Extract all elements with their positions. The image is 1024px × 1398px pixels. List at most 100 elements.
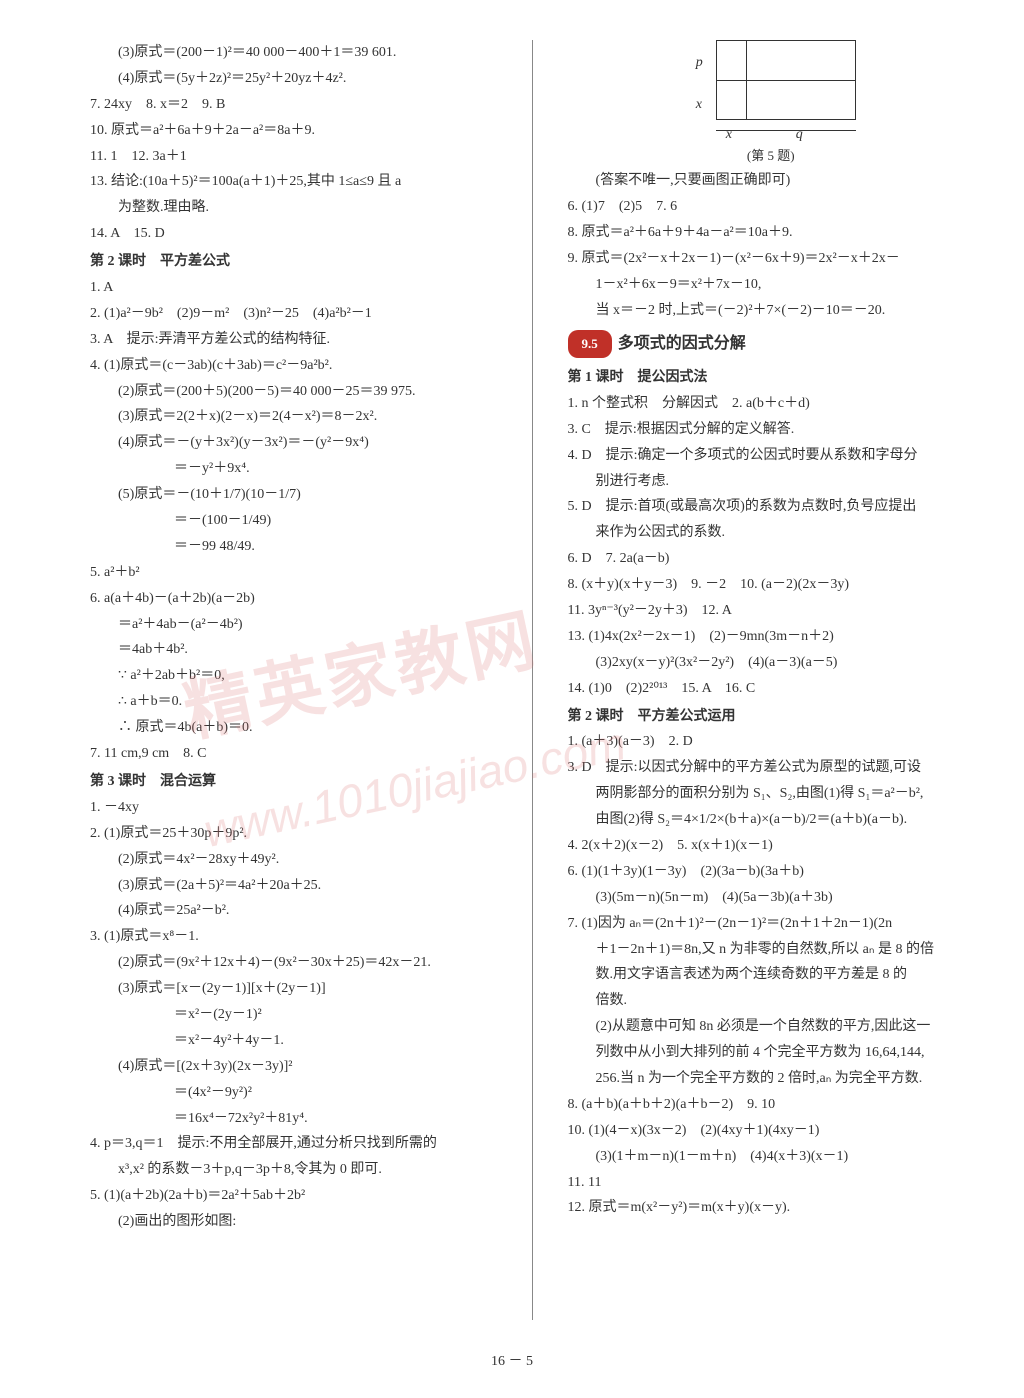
text-line: (2)原式＝(200＋5)(200－5)＝40 000－25＝39 975.	[90, 379, 497, 405]
text-line: (2)画出的图形如图:	[90, 1209, 497, 1235]
text-line: 5. a²＋b²	[90, 560, 497, 586]
text-line: ＝－y²＋9x⁴.	[90, 456, 497, 482]
text-line: 列数中从小到大排列的前 4 个完全平方数为 16,64,144,	[568, 1040, 975, 1066]
text-line: 14. A 15. D	[90, 221, 497, 247]
text-line: (答案不唯一,只要画图正确即可)	[568, 168, 975, 194]
text-line: (3)(1＋m－n)(1－m＋n) (4)4(x＋3)(x－1)	[568, 1144, 975, 1170]
text-line: 当 x＝－2 时,上式＝(－2)²＋7×(－2)－10＝－20.	[568, 298, 975, 324]
text-line: 11. 3yⁿ⁻³(y²－2y＋3) 12. A	[568, 598, 975, 624]
text-line: 来作为公因式的系数.	[568, 520, 975, 546]
text-line: 6. D 7. 2a(a－b)	[568, 546, 975, 572]
text-line: ＋1－2n＋1)＝8n,又 n 为非零的自然数,所以 aₙ 是 8 的倍	[568, 937, 975, 963]
page-number: 16 － 5	[0, 1350, 1024, 1370]
text-line: 7. (1)因为 aₙ＝(2n＋1)²－(2n－1)²＝(2n＋1＋2n－1)(…	[568, 911, 975, 937]
diagram-label-x2: x	[726, 122, 732, 148]
text-line: 1. －4xy	[90, 795, 497, 821]
diagram-label-x1: x	[696, 92, 702, 118]
text-line: (4)原式＝－(y＋3x²)(y－3x²)＝－(y²－9x⁴)	[90, 430, 497, 456]
text-line: 5. D 提示:首项(或最高次项)的系数为点数时,负号应提出	[568, 494, 975, 520]
text-line: ∴ 原式＝4b(a＋b)＝0.	[90, 715, 497, 741]
text-line: 3. A 提示:弄清平方差公式的结构特征.	[90, 327, 497, 353]
text-line: 8. (x＋y)(x＋y－3) 9. －2 10. (a－2)(2x－3y)	[568, 572, 975, 598]
left-column: (3)原式＝(200－1)²＝40 000－400＋1＝39 601.(4)原式…	[90, 40, 497, 1320]
text-line: (3)原式＝(200－1)²＝40 000－400＋1＝39 601.	[90, 40, 497, 66]
text-line: (2)从题意中可知 8n 必须是一个自然数的平方,因此这一	[568, 1014, 975, 1040]
text-line: ＝x²－(2y－1)²	[90, 1002, 497, 1028]
text-line: x³,x² 的系数－3＋p,q－3p＋8,令其为 0 即可.	[90, 1157, 497, 1183]
text-line: 5. (1)(a＋2b)(2a＋b)＝2a²＋5ab＋2b²	[90, 1183, 497, 1209]
text-line: 3. C 提示:根据因式分解的定义解答.	[568, 417, 975, 443]
text-line: 倍数.	[568, 988, 975, 1014]
text-line: 9. 原式＝(2x²－x＋2x－1)－(x²－6x＋9)＝2x²－x＋2x－	[568, 246, 975, 272]
text-line: 4. (1)原式＝(c－3ab)(c＋3ab)＝c²－9a²b².	[90, 353, 497, 379]
text-line: 13. 结论:(10a＋5)²＝100a(a＋1)＋25,其中 1≤a≤9 且 …	[90, 169, 497, 195]
text-line: ＝－99 48/49.	[90, 534, 497, 560]
text-line: 6. (1)7 (2)5 7. 6	[568, 194, 975, 220]
text-line: (4)原式＝25a²－b².	[90, 898, 497, 924]
text-line: (3)(5m－n)(5n－m) (4)(5a－3b)(a＋3b)	[568, 885, 975, 911]
content-columns: (3)原式＝(200－1)²＝40 000－400＋1＝39 601.(4)原式…	[90, 40, 974, 1320]
text-line: 4. D 提示:确定一个多项式的公因式时要从系数和字母分	[568, 443, 975, 469]
text-line: (2)原式＝(9x²＋12x＋4)－(9x²－30x＋25)＝42x－21.	[90, 950, 497, 976]
text-line: ＝a²＋4ab－(a²－4b²)	[90, 612, 497, 638]
text-line: 1－x²＋6x－9＝x²＋7x－10,	[568, 272, 975, 298]
text-line: 1. n 个整式积 分解因式 2. a(b＋c＋d)	[568, 391, 975, 417]
diagram-arrow-left	[716, 130, 746, 131]
text-line: 为整数.理由略.	[90, 195, 497, 221]
section-title-text: 多项式的因式分解	[618, 335, 746, 352]
text-line: (4)原式＝[(2x＋3y)(2x－3y)]²	[90, 1054, 497, 1080]
section-badge-title: 9.5 多项式的因式分解	[568, 329, 975, 359]
text-line: ＝4ab＋4b².	[90, 637, 497, 663]
figure-5-caption: (第 5 题)	[568, 144, 975, 168]
diagram-label-p: p	[696, 50, 703, 76]
text-line: (3)原式＝(2a＋5)²＝4a²＋20a＋25.	[90, 873, 497, 899]
right-column: p x x q (第 5 题) (答案不唯一,只要画图正确即可)6. (1)7 …	[568, 40, 975, 1320]
text-line: ∵ a²＋2ab＋b²＝0,	[90, 663, 497, 689]
text-line: 2. (1)原式＝25＋30p＋9p².	[90, 821, 497, 847]
text-line: 3. D 提示:以因式分解中的平方差公式为原型的试题,可设	[568, 755, 975, 781]
diagram-hline	[716, 80, 856, 81]
text-line: 第 2 课时 平方差公式	[90, 249, 497, 275]
text-line: 10. 原式＝a²＋6a＋9＋2a－a²＝8a＋9.	[90, 118, 497, 144]
text-line: (3)原式＝[x－(2y－1)][x＋(2y－1)]	[90, 976, 497, 1002]
text-line: ＝(4x²－9y²)²	[90, 1080, 497, 1106]
text-line: 1. (a＋3)(a－3) 2. D	[568, 729, 975, 755]
diagram-arrow-right	[746, 130, 856, 131]
text-line: 11. 11	[568, 1170, 975, 1196]
text-line: 256.当 n 为一个完全平方数的 2 倍时,aₙ 为完全平方数.	[568, 1066, 975, 1092]
section-number-badge: 9.5	[568, 330, 612, 358]
text-line: 10. (1)(4－x)(3x－2) (2)(4xy＋1)(4xy－1)	[568, 1118, 975, 1144]
text-line: ＝x²－4y²＋4y－1.	[90, 1028, 497, 1054]
text-line: (5)原式＝－(10＋1/7)(10－1/7)	[90, 482, 497, 508]
text-line: 7. 11 cm,9 cm 8. C	[90, 741, 497, 767]
figure-5-diagram: p x x q	[686, 40, 856, 140]
text-line: 8. 原式＝a²＋6a＋9＋4a－a²＝10a＋9.	[568, 220, 975, 246]
diagram-label-q: q	[796, 122, 803, 148]
text-line: 第 2 课时 平方差公式运用	[568, 704, 975, 730]
text-line: 别进行考虑.	[568, 469, 975, 495]
text-line: (3)原式＝2(2＋x)(2－x)＝2(4－x²)＝8－2x².	[90, 404, 497, 430]
text-line: 2. (1)a²－9b² (2)9－m² (3)n²－25 (4)a²b²－1	[90, 301, 497, 327]
text-line: 由图(2)得 S₂＝4×1/2×(b＋a)×(a－b)/2＝(a＋b)(a－b)…	[568, 807, 975, 833]
text-line: 12. 原式＝m(x²－y²)＝m(x＋y)(x－y).	[568, 1195, 975, 1221]
text-line: 4. 2(x＋2)(x－2) 5. x(x＋1)(x－1)	[568, 833, 975, 859]
text-line: (2)原式＝4x²－28xy＋49y².	[90, 847, 497, 873]
text-line: 8. (a＋b)(a＋b＋2)(a＋b－2) 9. 10	[568, 1092, 975, 1118]
text-line: ＝－(100－1/49)	[90, 508, 497, 534]
text-line: 4. p＝3,q＝1 提示:不用全部展开,通过分析只找到所需的	[90, 1131, 497, 1157]
text-line: 第 1 课时 提公因式法	[568, 365, 975, 391]
text-line: 3. (1)原式＝x⁸－1.	[90, 924, 497, 950]
text-line: 两阴影部分的面积分别为 S₁、S₂,由图(1)得 S₁＝a²－b²,	[568, 781, 975, 807]
text-line: 第 3 课时 混合运算	[90, 769, 497, 795]
text-line: 11. 1 12. 3a＋1	[90, 144, 497, 170]
text-line: 6. (1)(1＋3y)(1－3y) (2)(3a－b)(3a＋b)	[568, 859, 975, 885]
text-line: 7. 24xy 8. x＝2 9. B	[90, 92, 497, 118]
text-line: 1. A	[90, 275, 497, 301]
text-line: 数.用文字语言表述为两个连续奇数的平方差是 8 的	[568, 962, 975, 988]
text-line: (3)2xy(x－y)²(3x²－2y²) (4)(a－3)(a－5)	[568, 650, 975, 676]
text-line: (4)原式＝(5y＋2z)²＝25y²＋20yz＋4z².	[90, 66, 497, 92]
text-line: 14. (1)0 (2)2²⁰¹³ 15. A 16. C	[568, 676, 975, 702]
text-line: 13. (1)4x(2x²－2x－1) (2)－9mn(3m－n＋2)	[568, 624, 975, 650]
column-divider	[532, 40, 533, 1320]
text-line: ∴ a＋b＝0.	[90, 689, 497, 715]
